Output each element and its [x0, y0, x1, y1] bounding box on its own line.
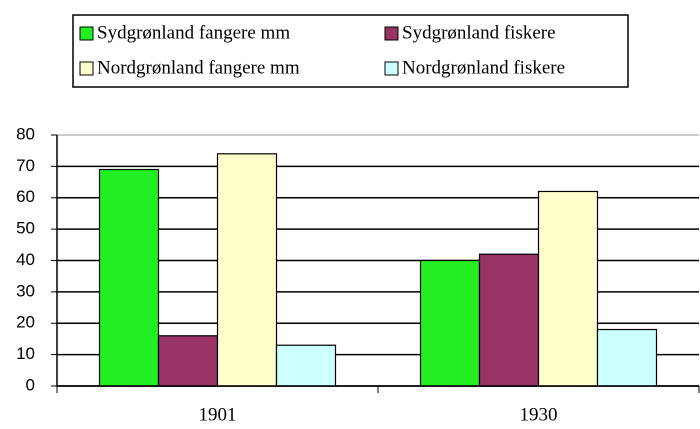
y-tick-label: 60: [16, 187, 35, 206]
y-tick-label: 0: [26, 375, 35, 394]
bar: [275, 344, 337, 387]
legend-label: Nordgrønland fiskere: [402, 57, 565, 78]
y-tick-label: 40: [16, 250, 35, 269]
bar: [596, 328, 658, 387]
legend-box: [72, 14, 629, 88]
y-tick-label: 70: [16, 156, 35, 175]
legend-label: Sydgrønland fiskere: [402, 22, 556, 43]
y-tick-label: 20: [16, 313, 35, 332]
bar: [157, 335, 219, 387]
legend-label: Sydgrønland fangere mm: [97, 22, 290, 43]
x-tick-label: 1930: [520, 404, 558, 425]
legend-label: Nordgrønland fangere mm: [97, 57, 300, 78]
bar: [537, 190, 599, 387]
bar: [419, 259, 481, 387]
y-tick-label: 50: [16, 219, 35, 238]
bar: [98, 168, 160, 387]
bar: [478, 253, 540, 387]
y-tick-label: 80: [16, 124, 35, 143]
bar: [216, 153, 278, 387]
x-tick-label: 1901: [199, 404, 237, 425]
y-tick-label: 30: [16, 281, 35, 300]
legend-swatch: [384, 26, 399, 41]
y-tick-label: 10: [16, 344, 35, 363]
legend-swatch: [79, 26, 94, 41]
legend-swatch: [79, 61, 94, 76]
legend-swatch: [384, 61, 399, 76]
